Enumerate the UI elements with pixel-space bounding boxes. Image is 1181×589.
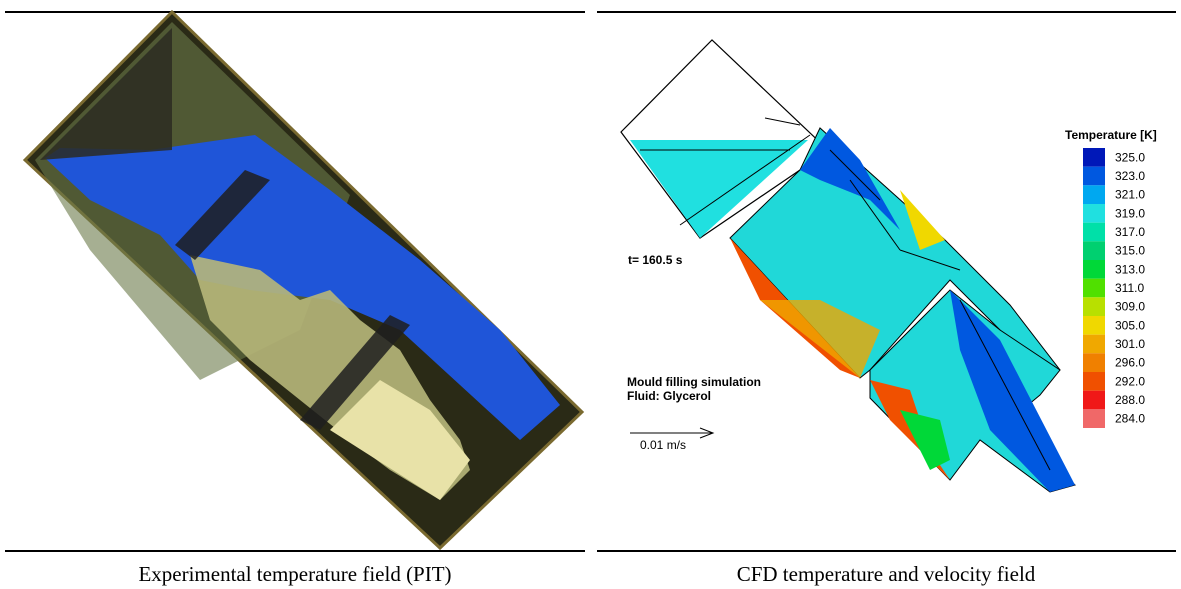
legend-swatch: [1083, 372, 1105, 391]
legend-swatch: [1083, 167, 1105, 186]
description-line: Mould filling simulation: [627, 375, 761, 389]
time-label: t= 160.5 s: [628, 253, 683, 267]
legend-label: 315.0: [1115, 244, 1145, 258]
page: {"left_panel": {"caption": "Experimental…: [0, 0, 1181, 589]
legend-title: Temperature [K]: [1065, 128, 1157, 142]
legend-label: 309.0: [1115, 300, 1145, 314]
legend-label: 321.0: [1115, 188, 1145, 202]
legend-swatch: [1083, 279, 1105, 298]
figure: t= 160.5 s Mould filling simulation Flui…: [0, 0, 1181, 589]
legend-label: 296.0: [1115, 356, 1145, 370]
experiment-image: [25, 12, 582, 548]
legend-swatch: [1083, 148, 1105, 167]
legend-label: 292.0: [1115, 374, 1145, 388]
legend-label: 313.0: [1115, 262, 1145, 276]
legend-label: 323.0: [1115, 169, 1145, 183]
legend-swatch: [1083, 391, 1105, 410]
legend-swatch: [1083, 316, 1105, 335]
legend-swatch: [1083, 260, 1105, 279]
caption: CFD temperature and velocity field: [737, 562, 1036, 586]
legend-swatch: [1083, 223, 1105, 242]
legend-swatch: [1083, 241, 1105, 260]
legend-label: 288.0: [1115, 393, 1145, 407]
legend-label: 301.0: [1115, 337, 1145, 351]
legend-label: 325.0: [1115, 150, 1145, 164]
legend: 325.0 323.0 321.0 319.0 317.0 315.0 313.0 311.0…: [1083, 148, 1145, 428]
legend-label: 319.0: [1115, 206, 1145, 220]
legend-swatch: [1083, 335, 1105, 354]
legend-swatch: [1083, 409, 1105, 428]
legend-swatch: [1083, 204, 1105, 223]
legend-swatch: [1083, 353, 1105, 372]
legend-swatch: [1083, 297, 1105, 316]
legend-label: 305.0: [1115, 318, 1145, 332]
caption: Experimental temperature field (PIT): [138, 562, 451, 586]
legend-label: 284.0: [1115, 412, 1145, 426]
legend-swatch: [1083, 185, 1105, 204]
scale-label: 0.01 m/s: [640, 438, 686, 452]
legend-label: 311.0: [1115, 281, 1144, 295]
legend-label: 317.0: [1115, 225, 1145, 239]
description-line: Fluid: Glycerol: [627, 389, 711, 403]
cfd-image: [621, 40, 1075, 492]
